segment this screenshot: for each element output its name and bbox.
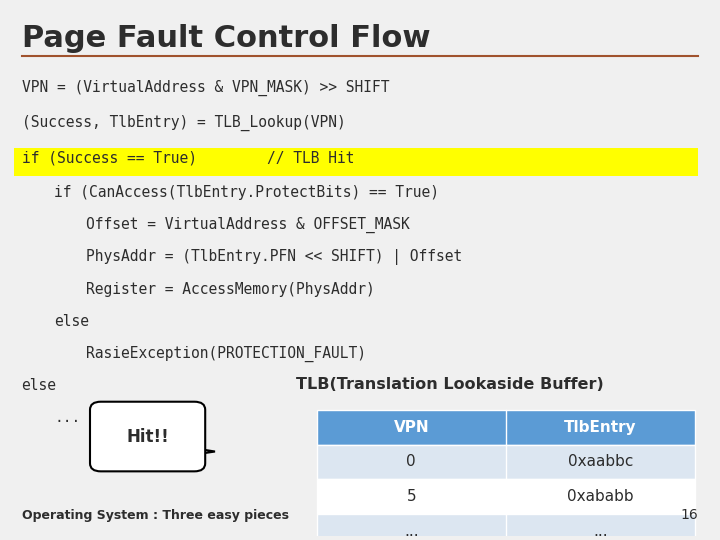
- Text: else: else: [54, 314, 89, 329]
- FancyBboxPatch shape: [317, 410, 695, 444]
- Text: 5: 5: [407, 489, 416, 504]
- Polygon shape: [171, 444, 215, 458]
- Text: Operating System : Three easy pieces: Operating System : Three easy pieces: [22, 509, 289, 522]
- Text: (Success, TlbEntry) = TLB_Lookup(VPN): (Success, TlbEntry) = TLB_Lookup(VPN): [22, 115, 346, 131]
- FancyBboxPatch shape: [90, 402, 205, 471]
- FancyBboxPatch shape: [317, 480, 695, 514]
- Text: PhysAddr = (TlbEntry.PFN << SHIFT) | Offset: PhysAddr = (TlbEntry.PFN << SHIFT) | Off…: [86, 249, 463, 265]
- Text: VPN: VPN: [394, 420, 429, 435]
- Text: Hit!!: Hit!!: [126, 428, 169, 445]
- Text: if (CanAccess(TlbEntry.ProtectBits) == True): if (CanAccess(TlbEntry.ProtectBits) == T…: [54, 185, 439, 200]
- FancyBboxPatch shape: [317, 514, 695, 540]
- FancyBboxPatch shape: [14, 148, 698, 176]
- Text: Register = AccessMemory(PhysAddr): Register = AccessMemory(PhysAddr): [86, 282, 375, 297]
- Text: else: else: [22, 378, 57, 393]
- Text: 16: 16: [680, 508, 698, 522]
- Text: ...: ...: [404, 524, 418, 539]
- Text: ...: ...: [593, 524, 608, 539]
- Text: 0xaabbc: 0xaabbc: [567, 455, 633, 469]
- Text: TLB(Translation Lookaside Buffer): TLB(Translation Lookaside Buffer): [296, 377, 604, 392]
- Text: VPN = (VirtualAddress & VPN_MASK) >> SHIFT: VPN = (VirtualAddress & VPN_MASK) >> SHI…: [22, 80, 389, 97]
- Text: if (Success == True)        // TLB Hit: if (Success == True) // TLB Hit: [22, 151, 354, 165]
- Text: Offset = VirtualAddress & OFFSET_MASK: Offset = VirtualAddress & OFFSET_MASK: [86, 217, 410, 233]
- Text: RasieException(PROTECTION_FAULT): RasieException(PROTECTION_FAULT): [86, 346, 366, 362]
- FancyBboxPatch shape: [317, 444, 695, 480]
- Text: ...: ...: [54, 410, 80, 426]
- Text: 0xababb: 0xababb: [567, 489, 634, 504]
- Text: TlbEntry: TlbEntry: [564, 420, 636, 435]
- Text: Page Fault Control Flow: Page Fault Control Flow: [22, 24, 430, 53]
- Text: 0: 0: [407, 455, 416, 469]
